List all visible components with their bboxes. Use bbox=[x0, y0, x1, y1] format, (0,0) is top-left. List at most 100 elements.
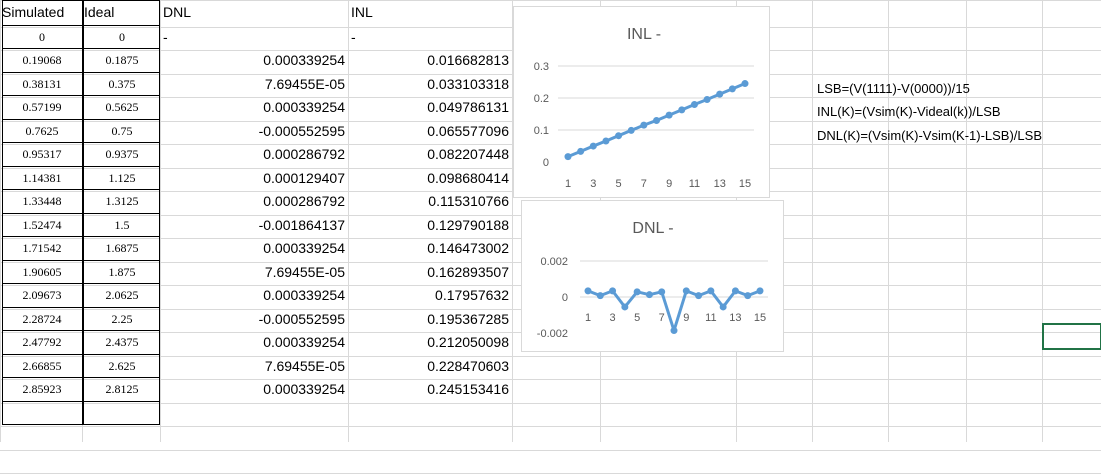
ideal-cell[interactable]: 0.1875 bbox=[105, 53, 139, 67]
ideal-cell[interactable]: 0.5625 bbox=[105, 100, 139, 114]
dnl-cell[interactable]: 7.69455E-05 bbox=[264, 264, 345, 280]
inl-cell[interactable]: 0.195367285 bbox=[427, 311, 509, 327]
data-table-rule bbox=[2, 25, 160, 26]
data-point bbox=[640, 121, 648, 129]
inl-cell[interactable]: 0.033103318 bbox=[427, 76, 509, 92]
data-table-rule bbox=[2, 260, 160, 261]
data-point bbox=[653, 116, 660, 124]
simulated-cell[interactable]: 0.57199 bbox=[22, 100, 62, 114]
simulated-cell[interactable]: 0.7625 bbox=[25, 124, 59, 138]
x-tick-label: 7 bbox=[641, 178, 647, 190]
ideal-cell[interactable]: 1.3125 bbox=[105, 194, 139, 208]
chart-title: DNL - bbox=[632, 220, 673, 237]
inl-cell[interactable]: 0.17957632 bbox=[435, 287, 509, 303]
simulated-cell[interactable]: 0.19068 bbox=[22, 53, 62, 67]
data-table-divider bbox=[82, 0, 84, 425]
ideal-cell[interactable]: 0.9375 bbox=[105, 147, 139, 161]
dnl-chart[interactable]: DNL - -0.002 0 0.002 1 3 5 7 9 11 13 15 bbox=[521, 200, 784, 352]
dnl-cell[interactable]: 0.000339254 bbox=[263, 240, 345, 256]
dnl-cell[interactable]: -0.000552595 bbox=[258, 123, 345, 139]
inl-cell[interactable]: 0.162893507 bbox=[427, 264, 509, 280]
simulated-cell[interactable]: 1.52474 bbox=[22, 218, 62, 232]
y-tick-label: 0 bbox=[562, 292, 568, 304]
dnl-cell[interactable]: 0.000286792 bbox=[263, 146, 345, 162]
dnl-cell[interactable]: 0.000339254 bbox=[263, 381, 345, 397]
simulated-cell[interactable]: 2.47792 bbox=[22, 335, 62, 349]
dnl-cell[interactable]: 0.000339254 bbox=[263, 287, 345, 303]
data-point bbox=[756, 287, 764, 295]
inl-cell[interactable]: 0.129790188 bbox=[427, 217, 509, 233]
selected-cell[interactable] bbox=[1042, 323, 1101, 350]
header-dnl[interactable]: DNL bbox=[163, 4, 192, 20]
data-point bbox=[564, 153, 572, 161]
simulated-cell[interactable]: 1.71542 bbox=[22, 241, 62, 255]
inl-cell[interactable]: 0.146473002 bbox=[427, 240, 509, 256]
ideal-cell[interactable]: 1.6875 bbox=[105, 241, 139, 255]
inl-cell[interactable]: 0.082207448 bbox=[427, 146, 509, 162]
data-table-rule bbox=[2, 330, 160, 331]
data-point bbox=[609, 287, 617, 295]
ideal-cell[interactable]: 1.125 bbox=[108, 171, 136, 185]
y-tick-label: 0.1 bbox=[534, 125, 549, 137]
x-tick-label: 9 bbox=[683, 312, 689, 324]
dnl-cell[interactable]: 0.000339254 bbox=[263, 52, 345, 68]
inl-cell[interactable]: - bbox=[351, 29, 356, 45]
ideal-cell[interactable]: 2.4375 bbox=[105, 335, 139, 349]
ideal-cell[interactable]: 2.625 bbox=[108, 359, 136, 373]
inl-cell[interactable]: 0.016682813 bbox=[427, 52, 509, 68]
simulated-cell[interactable]: 1.90605 bbox=[22, 265, 62, 279]
data-table-rule bbox=[2, 307, 160, 308]
ideal-cell[interactable]: 0.375 bbox=[108, 77, 136, 91]
dnl-cell[interactable]: 0.000339254 bbox=[263, 334, 345, 350]
ideal-cell[interactable]: 1.875 bbox=[108, 265, 136, 279]
ideal-cell[interactable]: 0.75 bbox=[111, 124, 133, 138]
header-ideal[interactable]: Ideal bbox=[84, 4, 115, 20]
ideal-cell[interactable]: 2.8125 bbox=[105, 382, 139, 396]
inl-cell[interactable]: 0.049786131 bbox=[427, 99, 509, 115]
simulated-cell[interactable]: 0 bbox=[39, 30, 45, 44]
inl-cell[interactable]: 0.212050098 bbox=[427, 334, 509, 350]
data-table-rule bbox=[2, 354, 160, 355]
inl-cell[interactable]: 0.065577096 bbox=[427, 123, 509, 139]
ideal-cell[interactable]: 0 bbox=[119, 30, 125, 44]
data-point bbox=[703, 95, 711, 103]
data-table-rule bbox=[2, 283, 160, 284]
header-simulated[interactable]: Simulated bbox=[2, 4, 65, 20]
header-inl[interactable]: INL bbox=[351, 4, 373, 20]
inl-cell[interactable]: 0.115310766 bbox=[428, 193, 509, 209]
ideal-cell[interactable]: 2.0625 bbox=[105, 288, 139, 302]
data-point bbox=[589, 142, 597, 150]
simulated-cell[interactable]: 1.14381 bbox=[22, 171, 62, 185]
dnl-cell[interactable]: 0.000286792 bbox=[263, 193, 345, 209]
simulated-cell[interactable]: 0.38131 bbox=[22, 77, 62, 91]
simulated-cell[interactable]: 1.33448 bbox=[22, 194, 62, 208]
simulated-cell[interactable]: 2.09673 bbox=[22, 288, 62, 302]
data-point bbox=[615, 132, 623, 140]
inl-cell[interactable]: 0.245153416 bbox=[427, 381, 509, 397]
inl-chart[interactable]: INL -0 0.1 0.2 0.3 1 3 5 7 9 11 13 15 bbox=[513, 6, 770, 198]
data-table-rule bbox=[2, 189, 160, 190]
dnl-cell[interactable]: 7.69455E-05 bbox=[264, 358, 345, 374]
x-tick-label: 13 bbox=[714, 178, 726, 190]
data-point bbox=[602, 137, 610, 145]
dnl-cell[interactable]: -0.001864137 bbox=[258, 217, 345, 233]
simulated-cell[interactable]: 2.66855 bbox=[22, 359, 62, 373]
ideal-cell[interactable]: 1.5 bbox=[114, 218, 130, 232]
dnl-cell[interactable]: - bbox=[163, 29, 168, 45]
simulated-cell[interactable]: 0.95317 bbox=[22, 147, 62, 161]
data-point bbox=[665, 111, 673, 119]
dnl-cell[interactable]: 7.69455E-05 bbox=[264, 76, 345, 92]
inl-cell[interactable]: 0.098680414 bbox=[427, 170, 509, 186]
ideal-cell[interactable]: 2.25 bbox=[111, 312, 133, 326]
dnl-cell[interactable]: -0.000552595 bbox=[258, 311, 345, 327]
inl-cell[interactable]: 0.228470603 bbox=[427, 358, 509, 374]
simulated-cell[interactable]: 2.28724 bbox=[22, 312, 62, 326]
y-tick-label: 0 bbox=[543, 157, 549, 169]
dnl-cell[interactable]: 0.000339254 bbox=[263, 99, 345, 115]
data-point bbox=[719, 303, 727, 311]
simulated-cell[interactable]: 2.85923 bbox=[22, 382, 62, 396]
x-tick-label: 15 bbox=[754, 312, 766, 324]
dnl-cell[interactable]: 0.000129407 bbox=[263, 170, 345, 186]
y-tick-label: -0.002 bbox=[537, 328, 568, 340]
